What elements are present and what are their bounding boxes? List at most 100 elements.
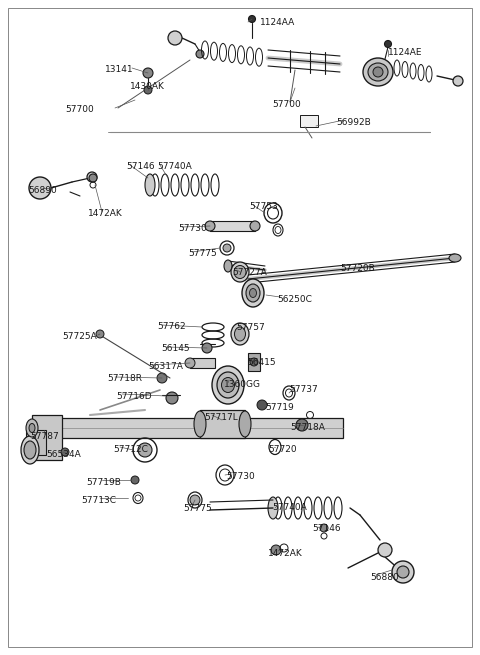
- Circle shape: [250, 358, 258, 366]
- Text: 56992B: 56992B: [336, 118, 371, 127]
- Circle shape: [296, 419, 308, 431]
- Circle shape: [249, 16, 255, 22]
- Text: 57718R: 57718R: [107, 374, 142, 383]
- Text: 57700: 57700: [65, 105, 94, 114]
- Text: 56415: 56415: [247, 358, 276, 367]
- Circle shape: [202, 343, 212, 353]
- Ellipse shape: [221, 377, 235, 392]
- Circle shape: [168, 31, 182, 45]
- Text: 56250C: 56250C: [277, 295, 312, 304]
- Text: 57719B: 57719B: [86, 478, 121, 487]
- Text: 1124AE: 1124AE: [388, 48, 422, 57]
- Text: 57740A: 57740A: [272, 503, 307, 512]
- Circle shape: [87, 172, 97, 182]
- Circle shape: [131, 476, 139, 484]
- Circle shape: [378, 543, 392, 557]
- Circle shape: [143, 68, 153, 78]
- Text: 57725A: 57725A: [62, 332, 97, 341]
- Text: 57775: 57775: [183, 504, 212, 513]
- Ellipse shape: [145, 174, 155, 196]
- Ellipse shape: [231, 323, 249, 345]
- Text: 1430AK: 1430AK: [130, 82, 165, 91]
- Bar: [58, 418, 343, 438]
- Ellipse shape: [217, 372, 239, 398]
- Text: 1124AA: 1124AA: [260, 18, 295, 27]
- Text: 56145: 56145: [161, 344, 190, 353]
- Circle shape: [96, 330, 104, 338]
- Ellipse shape: [449, 254, 461, 262]
- Bar: [300, 115, 318, 127]
- Circle shape: [196, 50, 204, 58]
- Text: 57757: 57757: [236, 323, 265, 332]
- Text: 57717L: 57717L: [204, 413, 238, 422]
- Text: 1360GG: 1360GG: [224, 380, 261, 389]
- Ellipse shape: [205, 221, 215, 231]
- Ellipse shape: [373, 67, 383, 77]
- Ellipse shape: [234, 265, 246, 278]
- Ellipse shape: [224, 260, 232, 272]
- Bar: [190, 358, 215, 368]
- Text: 56890: 56890: [28, 186, 57, 195]
- Circle shape: [320, 524, 328, 532]
- Ellipse shape: [212, 366, 244, 404]
- Circle shape: [157, 373, 167, 383]
- Text: 57730: 57730: [226, 472, 255, 481]
- Bar: [32, 415, 62, 460]
- Text: 57727A: 57727A: [232, 268, 267, 277]
- Circle shape: [138, 443, 152, 457]
- Ellipse shape: [235, 327, 245, 341]
- Ellipse shape: [268, 497, 278, 519]
- Ellipse shape: [26, 419, 38, 437]
- Bar: [18, 132, 466, 617]
- Circle shape: [397, 566, 409, 578]
- Text: 56880: 56880: [370, 573, 399, 582]
- Bar: [210, 221, 255, 231]
- Circle shape: [453, 76, 463, 86]
- Text: 57146: 57146: [126, 162, 155, 171]
- Text: 57700: 57700: [272, 100, 301, 109]
- Ellipse shape: [368, 63, 388, 81]
- Ellipse shape: [242, 279, 264, 307]
- Circle shape: [144, 86, 152, 94]
- Text: 57737: 57737: [289, 385, 318, 394]
- Ellipse shape: [250, 288, 256, 297]
- Circle shape: [166, 392, 178, 404]
- Bar: [38, 300, 386, 550]
- Ellipse shape: [21, 436, 39, 464]
- Text: 57775: 57775: [188, 249, 217, 258]
- Circle shape: [384, 41, 392, 48]
- Text: 56534A: 56534A: [46, 450, 81, 459]
- Circle shape: [190, 495, 200, 505]
- Text: 57716D: 57716D: [116, 392, 152, 401]
- Ellipse shape: [185, 358, 195, 368]
- Ellipse shape: [231, 262, 249, 282]
- Text: 13141: 13141: [105, 65, 133, 74]
- Text: 57719: 57719: [265, 403, 294, 412]
- Text: 57718A: 57718A: [290, 423, 325, 432]
- Text: 57753: 57753: [249, 202, 278, 211]
- Text: 57740A: 57740A: [157, 162, 192, 171]
- Text: 1472AK: 1472AK: [88, 209, 123, 218]
- Ellipse shape: [29, 424, 35, 432]
- Text: 57762: 57762: [157, 322, 186, 331]
- Bar: [248, 353, 260, 371]
- Text: 57730: 57730: [178, 224, 207, 233]
- Bar: [26, 430, 46, 455]
- Bar: [200, 410, 245, 438]
- Ellipse shape: [246, 284, 260, 302]
- Circle shape: [29, 177, 51, 199]
- Ellipse shape: [239, 411, 251, 437]
- Circle shape: [257, 400, 267, 410]
- Text: 57720B: 57720B: [340, 264, 375, 273]
- Circle shape: [392, 561, 414, 583]
- Text: 57720: 57720: [268, 445, 297, 454]
- Ellipse shape: [24, 441, 36, 459]
- Circle shape: [223, 244, 231, 252]
- Text: 57146: 57146: [312, 524, 341, 533]
- Text: 1472AK: 1472AK: [268, 549, 303, 558]
- Ellipse shape: [363, 58, 393, 86]
- Circle shape: [89, 174, 97, 182]
- Text: 56317A: 56317A: [148, 362, 183, 371]
- Circle shape: [271, 545, 281, 555]
- Text: 57712C: 57712C: [113, 445, 148, 454]
